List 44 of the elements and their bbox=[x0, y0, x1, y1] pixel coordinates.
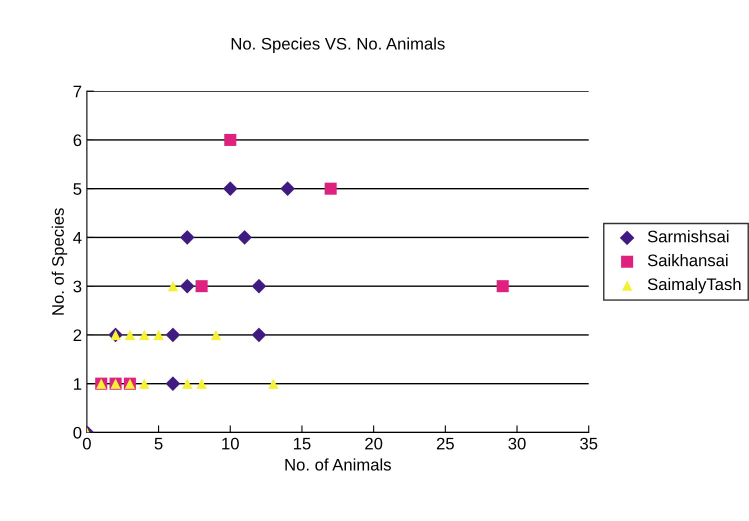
legend-label: Saikhansai bbox=[648, 254, 728, 266]
y-tick-label: 1 bbox=[74, 378, 82, 390]
point bbox=[196, 280, 208, 292]
x-tick-label: 5 bbox=[154, 438, 163, 450]
point bbox=[196, 378, 207, 389]
point bbox=[180, 278, 195, 294]
point bbox=[210, 330, 222, 340]
point bbox=[153, 330, 164, 340]
point bbox=[324, 182, 337, 195]
x-tick-label: 35 bbox=[580, 438, 598, 450]
chart-title: No. Species VS. No. Animals bbox=[232, 37, 445, 53]
x-tick-label: 25 bbox=[436, 438, 454, 450]
point bbox=[168, 281, 178, 292]
y-tick-label: 2 bbox=[74, 329, 82, 341]
legend-label: SaimalyTash bbox=[648, 278, 740, 294]
y-tick-label: 4 bbox=[73, 232, 82, 244]
point bbox=[222, 181, 238, 196]
point bbox=[496, 280, 509, 292]
y-tick-label: 7 bbox=[74, 86, 82, 98]
point bbox=[166, 376, 180, 391]
point bbox=[124, 330, 136, 340]
x-tick-label: 10 bbox=[222, 438, 239, 450]
point bbox=[166, 328, 180, 342]
x-tick-label: 30 bbox=[508, 438, 526, 450]
y-axis-title: No. of Species bbox=[52, 208, 68, 315]
point bbox=[252, 278, 266, 294]
point bbox=[180, 230, 195, 245]
point bbox=[139, 378, 150, 389]
x-tick-label: 15 bbox=[294, 438, 311, 450]
point bbox=[268, 378, 278, 389]
y-tick-label: 0 bbox=[73, 426, 82, 439]
x-axis-title: No. of Animals bbox=[285, 458, 391, 471]
point bbox=[139, 330, 150, 340]
y-tick-label: 3 bbox=[73, 280, 82, 292]
legend-label: Sarmishsai bbox=[648, 230, 728, 242]
y-tick-label: 6 bbox=[74, 134, 82, 146]
point bbox=[182, 378, 192, 389]
y-tick-label: 5 bbox=[73, 183, 82, 195]
point bbox=[237, 230, 252, 245]
point bbox=[224, 134, 236, 146]
x-tick-label: 0 bbox=[82, 438, 91, 450]
point bbox=[280, 181, 295, 196]
point bbox=[252, 328, 266, 342]
x-tick-label: 20 bbox=[365, 438, 382, 450]
